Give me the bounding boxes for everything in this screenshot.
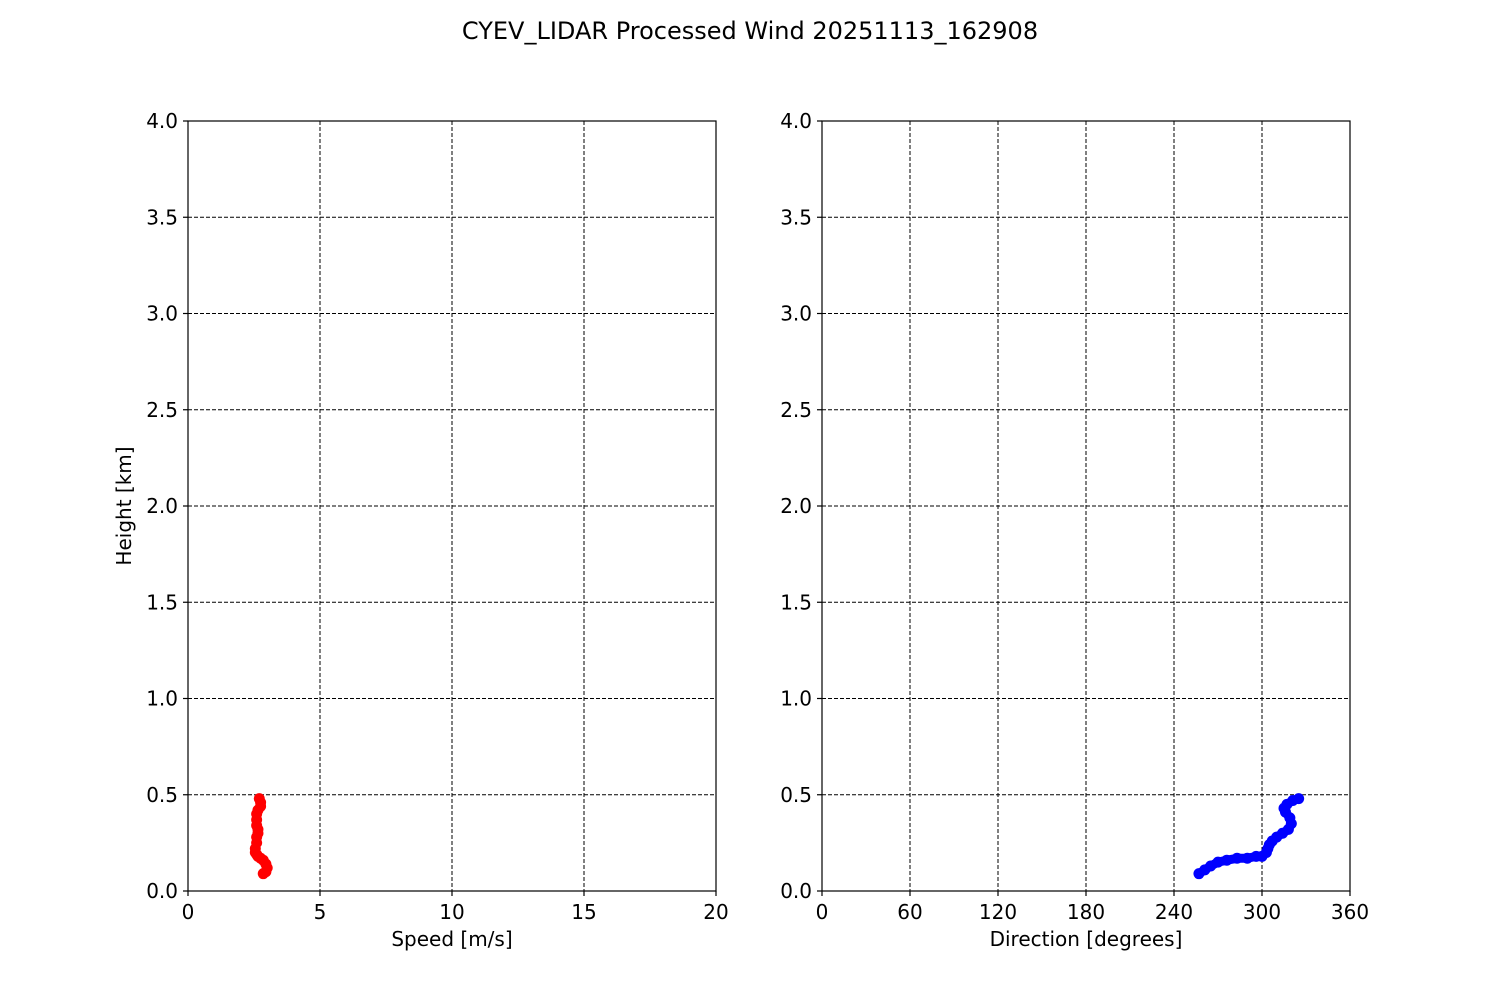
direction-points xyxy=(1193,793,1305,880)
direction-x-axis-label: Direction [degrees] xyxy=(990,927,1183,951)
direction-x-tick-label: 0 xyxy=(816,900,829,924)
direction-y-tick-label: 0.0 xyxy=(780,879,812,903)
direction-panel: 0 60 120 180 240 300 360 0.0 0.5 1.0 1.5 2.0 2.5 3.0… xyxy=(780,109,1369,951)
direction-y-tick-label: 3.0 xyxy=(780,302,812,326)
direction-data-point xyxy=(1231,852,1243,864)
direction-y-ticks: 0.0 0.5 1.0 1.5 2.0 2.5 3.0 3.5 4.0 xyxy=(780,109,822,903)
direction-x-tick-label: 120 xyxy=(979,900,1017,924)
direction-x-tick-label: 60 xyxy=(897,900,922,924)
speed-y-tick-label: 1.0 xyxy=(146,687,178,711)
direction-y-tick-label: 3.5 xyxy=(780,205,812,229)
direction-x-tick-label: 240 xyxy=(1155,900,1193,924)
direction-data-point xyxy=(1221,854,1233,866)
direction-y-tick-label: 4.0 xyxy=(780,109,812,133)
speed-x-tick-label: 20 xyxy=(703,900,728,924)
direction-y-tick-label: 1.0 xyxy=(780,687,812,711)
direction-y-tick-label: 2.0 xyxy=(780,494,812,518)
speed-y-tick-label: 2.5 xyxy=(146,398,178,422)
direction-x-tick-label: 360 xyxy=(1331,900,1369,924)
speed-points xyxy=(249,793,273,880)
direction-data-point xyxy=(1293,793,1305,805)
speed-y-tick-label: 0.5 xyxy=(146,783,178,807)
speed-x-tick-label: 15 xyxy=(571,900,596,924)
direction-grid xyxy=(822,121,1350,891)
chart-title: CYEV_LIDAR Processed Wind 20251113_16290… xyxy=(462,17,1038,45)
speed-y-tick-label: 3.5 xyxy=(146,205,178,229)
speed-data-point xyxy=(253,793,265,805)
speed-y-tick-label: 2.0 xyxy=(146,494,178,518)
speed-y-tick-label: 1.5 xyxy=(146,590,178,614)
direction-data-point xyxy=(1212,856,1224,868)
speed-y-ticks: 0.0 0.5 1.0 1.5 2.0 2.5 3.0 3.5 4.0 xyxy=(146,109,188,903)
direction-y-tick-label: 0.5 xyxy=(780,783,812,807)
speed-panel: 0 5 10 15 20 0.0 0.5 1.0 1.5 2.0 2.5 3.0 3.5 4.0 Spe… xyxy=(112,109,729,951)
speed-y-tick-label: 4.0 xyxy=(146,109,178,133)
direction-y-tick-label: 1.5 xyxy=(780,590,812,614)
speed-grid xyxy=(188,121,716,891)
direction-x-tick-label: 300 xyxy=(1243,900,1281,924)
direction-data-point xyxy=(1241,852,1253,864)
speed-y-axis-label: Height [km] xyxy=(112,446,136,565)
speed-x-axis-label: Speed [m/s] xyxy=(391,927,512,951)
speed-y-tick-label: 3.0 xyxy=(146,302,178,326)
direction-x-ticks: 0 60 120 180 240 300 360 xyxy=(816,891,1369,924)
speed-x-ticks: 0 5 10 15 20 xyxy=(182,891,729,924)
direction-y-tick-label: 2.5 xyxy=(780,398,812,422)
direction-x-tick-label: 180 xyxy=(1067,900,1105,924)
speed-y-tick-label: 0.0 xyxy=(146,879,178,903)
speed-x-tick-label: 5 xyxy=(314,900,327,924)
speed-x-tick-label: 10 xyxy=(439,900,464,924)
speed-x-tick-label: 0 xyxy=(182,900,195,924)
